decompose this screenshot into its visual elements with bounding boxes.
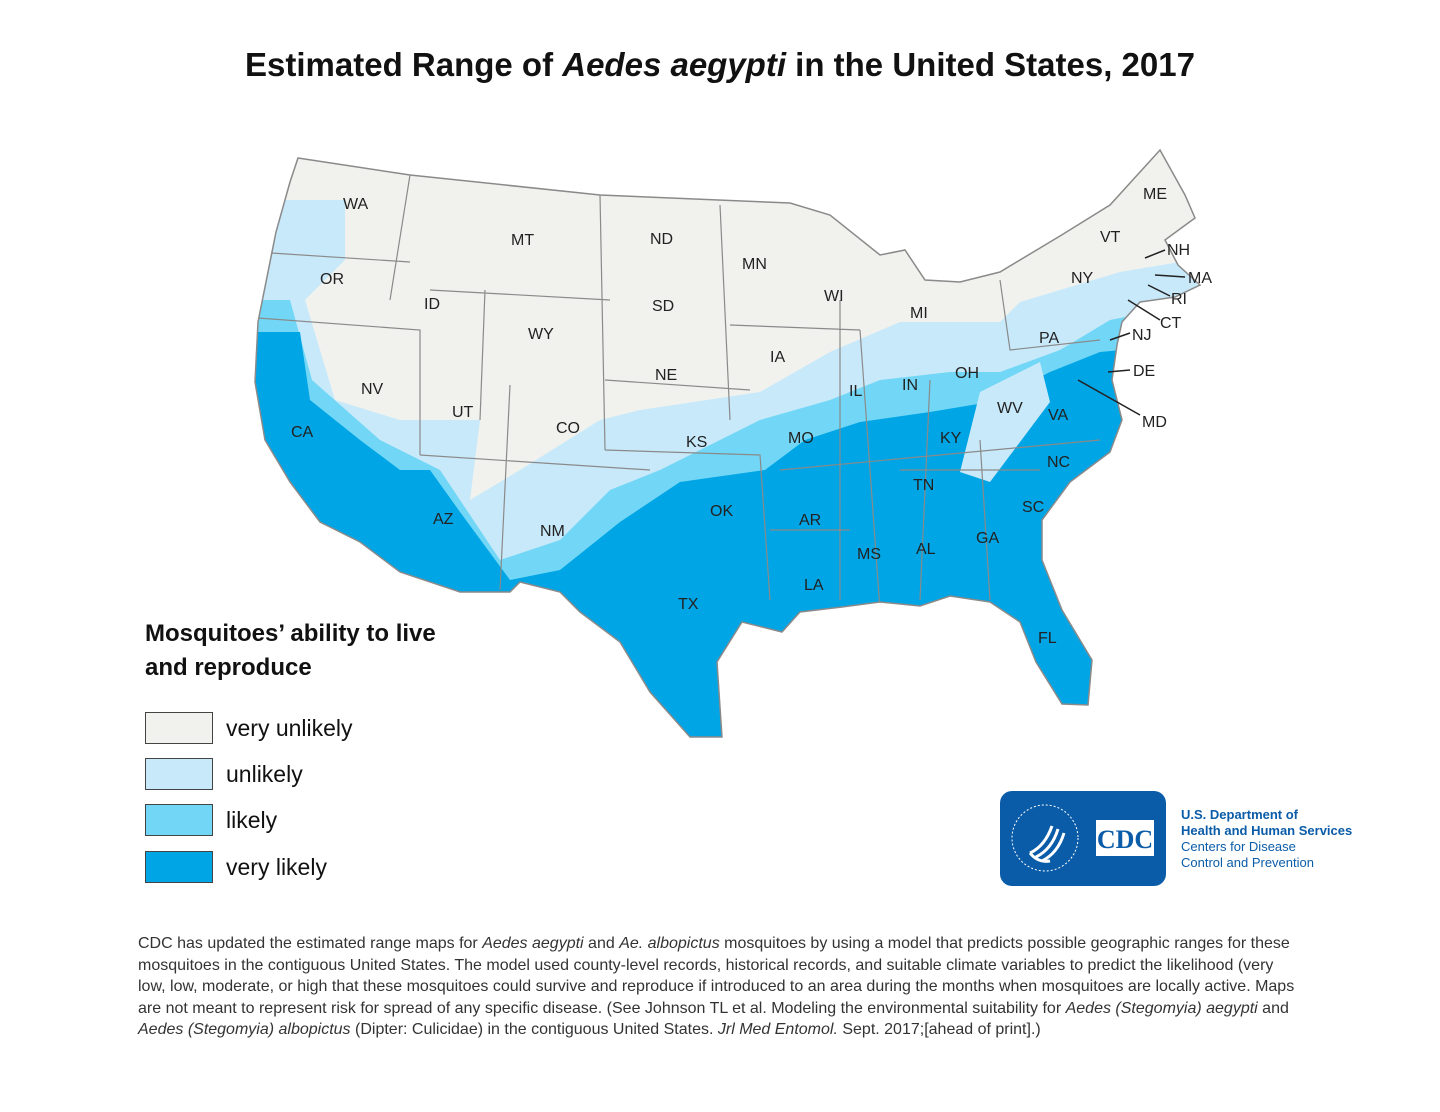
- cdc-text: CDC: [1097, 825, 1153, 854]
- state-label-ri: RI: [1171, 291, 1187, 308]
- legend-label: very likely: [226, 853, 327, 880]
- hhs-cdc-logo: CDC: [1000, 791, 1166, 886]
- state-label-ne: NE: [655, 367, 677, 384]
- state-label-ga: GA: [976, 530, 999, 547]
- footnote-segment: Aedes (Stegomyia) albopictus: [138, 1021, 351, 1039]
- state-label-ct: CT: [1160, 315, 1182, 332]
- us-range-map: WA OR CA NV ID MT WY UT AZ CO NM ND SD N…: [254, 149, 1212, 738]
- state-label-ky: KY: [940, 430, 962, 447]
- state-label-az: AZ: [433, 511, 454, 528]
- footnote-segment: CDC has updated the estimated range maps…: [138, 935, 483, 952]
- footnote-segment: Jrl Med Entomol.: [717, 1021, 838, 1039]
- state-label-la: LA: [804, 577, 824, 594]
- state-label-de: DE: [1133, 363, 1155, 380]
- legend-item-very-unlikely: very unlikely: [145, 710, 353, 746]
- agency-line-4: Control and Prevention: [1181, 855, 1314, 870]
- state-label-wv: WV: [997, 400, 1023, 417]
- state-label-ok: OK: [710, 503, 733, 520]
- state-label-wi: WI: [824, 288, 844, 305]
- state-label-ut: UT: [452, 404, 474, 421]
- legend-swatch: [145, 758, 213, 790]
- agency-line-2: Health and Human Services: [1181, 823, 1353, 838]
- state-label-co: CO: [556, 420, 580, 437]
- state-label-wy: WY: [528, 326, 554, 343]
- state-label-ia: IA: [770, 349, 785, 366]
- title-species: Aedes aegypti: [562, 46, 786, 83]
- footnote-segment: Aedes aegypti: [482, 935, 584, 952]
- legend-swatch: [145, 851, 213, 883]
- state-label-vt: VT: [1100, 229, 1121, 246]
- legend-label: likely: [226, 806, 278, 833]
- state-label-va: VA: [1048, 407, 1068, 424]
- state-label-tx: TX: [678, 596, 699, 613]
- state-label-pa: PA: [1039, 330, 1059, 347]
- title-text: Estimated Range of: [245, 46, 563, 83]
- state-label-mi: MI: [910, 305, 928, 322]
- state-label-oh: OH: [955, 365, 979, 382]
- legend-swatch: [145, 804, 213, 836]
- state-label-id: ID: [424, 296, 440, 313]
- legend-item-very-likely: very likely: [145, 849, 327, 885]
- state-label-sc: SC: [1022, 499, 1044, 516]
- footnote-segment: Sept. 2017;[ahead of print].): [837, 1021, 1041, 1039]
- state-borders: [255, 174, 1101, 611]
- legend-swatch: [145, 712, 213, 744]
- state-label-nd: ND: [650, 231, 673, 248]
- state-label-al: AL: [916, 541, 936, 558]
- state-label-nv: NV: [361, 381, 384, 398]
- state-label-in: IN: [902, 377, 918, 394]
- agency-line-3: Centers for Disease: [1181, 839, 1296, 854]
- title-text-end: in the United States, 2017: [786, 46, 1195, 83]
- state-label-ma: MA: [1188, 270, 1212, 287]
- agency-name: U.S. Department of Health and Human Serv…: [1181, 807, 1352, 871]
- hhs-eagle-seal-icon: CDC: [1011, 804, 1154, 872]
- legend-title: Mosquitoes’ ability to live and reproduc…: [145, 620, 436, 681]
- state-label-tn: TN: [913, 477, 934, 494]
- state-label-md: MD: [1142, 414, 1167, 431]
- footnote-segment: Ae. albopictus: [619, 935, 720, 952]
- legend-label: very unlikely: [226, 714, 353, 741]
- state-label-or: OR: [320, 271, 344, 288]
- label-leaders: [1077, 249, 1186, 416]
- footnote-segment: (Dipter: Culicidae) in the contiguous Un…: [350, 1021, 718, 1039]
- legend-item-unlikely: unlikely: [145, 756, 303, 792]
- state-label-mn: MN: [742, 256, 767, 273]
- state-label-nm: NM: [540, 523, 565, 540]
- state-label-me: ME: [1143, 186, 1167, 203]
- footnote: CDC has updated the estimated range maps…: [138, 933, 1298, 1041]
- state-label-nh: NH: [1167, 242, 1190, 259]
- state-label-mo: MO: [788, 430, 814, 447]
- state-label-fl: FL: [1038, 630, 1057, 647]
- region-appalachia-unlikely: [960, 362, 1050, 482]
- legend-item-likely: likely: [145, 802, 277, 838]
- state-label-wa: WA: [343, 196, 369, 213]
- footnote-segment: mosquitoes by using a model that predict…: [138, 935, 1295, 1017]
- state-label-sd: SD: [652, 298, 674, 315]
- legend-label: unlikely: [226, 760, 303, 787]
- footnote-segment: Aedes (Stegomyia) aegypti: [1065, 999, 1258, 1017]
- state-label-il: IL: [849, 383, 862, 400]
- agency-line-1: U.S. Department of: [1181, 807, 1299, 822]
- state-label-nj: NJ: [1132, 327, 1152, 344]
- state-label-mt: MT: [511, 232, 534, 249]
- state-label-ca: CA: [291, 424, 314, 441]
- map-title: Estimated Range of Aedes aegypti in the …: [0, 46, 1440, 84]
- state-label-ar: AR: [799, 512, 821, 529]
- state-label-ks: KS: [686, 434, 707, 451]
- state-label-nc: NC: [1047, 454, 1070, 471]
- state-label-ny: NY: [1071, 270, 1094, 287]
- footnote-segment: and: [1257, 999, 1289, 1017]
- state-label-ms: MS: [857, 546, 881, 563]
- footnote-segment: and: [583, 935, 620, 952]
